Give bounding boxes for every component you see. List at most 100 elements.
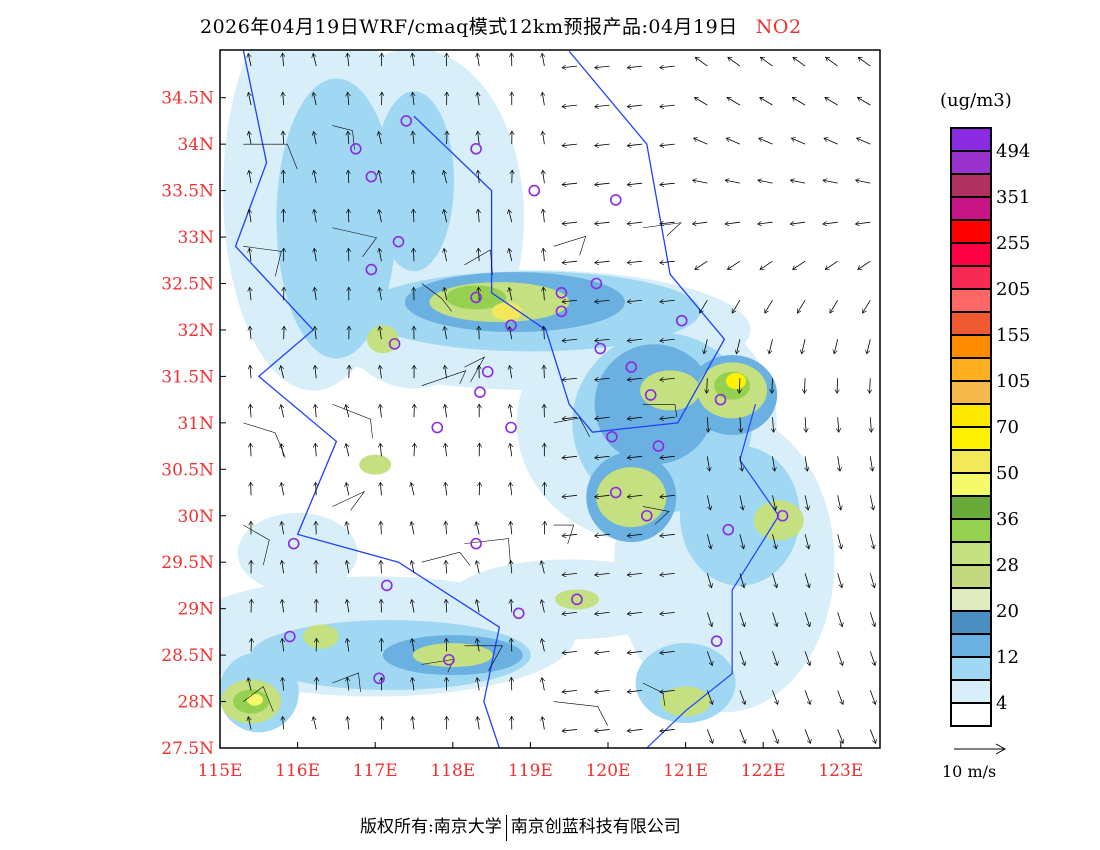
wind-arrow	[837, 378, 838, 393]
wind-arrow	[660, 105, 675, 107]
wind-arrow	[858, 260, 871, 269]
wind-arrow	[793, 260, 806, 269]
wind-arrow	[595, 261, 610, 263]
city-border	[332, 125, 355, 150]
wind-arrow	[772, 573, 777, 587]
wind-arrow	[477, 678, 479, 691]
wind-arrow	[347, 53, 348, 67]
lon-tick-label: 119E	[508, 761, 553, 781]
wind-arrow	[867, 339, 871, 354]
wind-arrow	[445, 365, 447, 379]
wind-arrow	[869, 573, 874, 587]
wind-arrow	[248, 92, 251, 106]
color-bar-label: 351	[996, 187, 1031, 208]
wind-arrow	[739, 378, 740, 393]
copyright-text: 版权所有:南京大学	[360, 817, 502, 837]
wind-arrow	[773, 417, 774, 432]
wind-arrow	[739, 651, 745, 665]
wind-arrow	[444, 326, 446, 340]
wind-arrow	[562, 339, 578, 341]
wind-arrow	[804, 612, 810, 626]
wind-arrow	[248, 678, 252, 691]
wind-arrow	[562, 105, 578, 107]
wind-arrow	[562, 573, 578, 575]
wind-arrow	[379, 170, 382, 184]
wind-arrow	[792, 97, 806, 106]
wind-arrow	[562, 66, 578, 68]
wind-arrow	[660, 690, 675, 692]
color-bar-swatch	[952, 566, 990, 589]
wind-arrow	[869, 651, 875, 665]
wind-arrow	[412, 717, 414, 730]
lat-tick-label: 32N	[177, 321, 214, 341]
concentration-contour	[276, 78, 397, 359]
wind-arrow	[660, 456, 675, 458]
color-bar-swatch	[952, 704, 990, 725]
lon-tick-label: 116E	[275, 761, 320, 781]
wind-arrow	[445, 482, 446, 496]
wind-arrow	[695, 260, 708, 269]
wind-arrow	[250, 326, 251, 340]
wind-arrow	[595, 144, 610, 146]
wind-arrow	[283, 716, 284, 730]
wind-arrow	[249, 248, 251, 262]
wind-arrow	[627, 105, 643, 107]
wind-arrow	[740, 417, 741, 432]
lat-tick-label: 34N	[177, 135, 214, 155]
color-bar-swatch	[952, 612, 990, 635]
color-bar-swatch	[952, 451, 990, 474]
wind-arrow	[699, 300, 708, 313]
wind-arrow	[704, 339, 708, 354]
monitoring-station-marker	[481, 365, 494, 378]
wind-arrow	[542, 717, 544, 730]
city-border	[464, 249, 493, 275]
wind-arrow	[595, 729, 610, 731]
city-border	[553, 701, 608, 726]
wind-arrow	[282, 677, 283, 691]
wind-arrow	[804, 495, 808, 510]
wind-arrow	[562, 495, 578, 497]
monitoring-station-marker	[571, 593, 583, 606]
wind-arrow	[595, 222, 610, 224]
concentration-contour	[237, 512, 358, 593]
wind-arrow	[764, 300, 773, 313]
wind-arrow	[858, 57, 871, 67]
monitoring-station-marker	[594, 342, 607, 355]
wind-arrow	[380, 326, 382, 340]
wind-arrow	[739, 729, 745, 743]
monitoring-station-marker	[349, 142, 362, 155]
wind-arrow	[739, 495, 743, 510]
province-border	[413, 50, 726, 433]
color-bar-swatch	[952, 267, 990, 290]
wind-arrow	[660, 573, 675, 575]
lat-tick-label: 30.5N	[161, 460, 214, 480]
wind-arrow	[824, 138, 838, 145]
wind-arrow	[857, 138, 871, 145]
color-bar-label: 4	[996, 693, 1008, 714]
wind-arrow	[542, 131, 544, 145]
concentration-contour	[596, 467, 667, 528]
wind-arrow	[381, 92, 382, 106]
city-border	[243, 686, 274, 712]
wind-arrow	[707, 378, 708, 393]
wind-arrow	[660, 144, 675, 146]
wind-arrow	[727, 260, 741, 269]
wind-arrow	[314, 170, 317, 184]
lat-tick-label: 33.5N	[161, 182, 214, 202]
wind-arrow	[706, 573, 711, 587]
concentration-contour	[753, 500, 804, 541]
monitoring-station-marker	[474, 386, 486, 398]
wind-arrow	[804, 573, 809, 587]
wind-arrow	[411, 483, 415, 496]
wind-arrow	[543, 248, 544, 262]
wind-arrow	[542, 92, 544, 106]
wind-arrow	[725, 222, 740, 224]
coastline	[646, 404, 780, 748]
wind-arrow	[595, 339, 610, 341]
color-bar-swatch	[952, 543, 990, 566]
wind-arrow	[736, 339, 741, 354]
wind-arrow	[838, 417, 839, 432]
wind-arrow	[856, 180, 871, 184]
wind-arrow	[805, 417, 806, 432]
